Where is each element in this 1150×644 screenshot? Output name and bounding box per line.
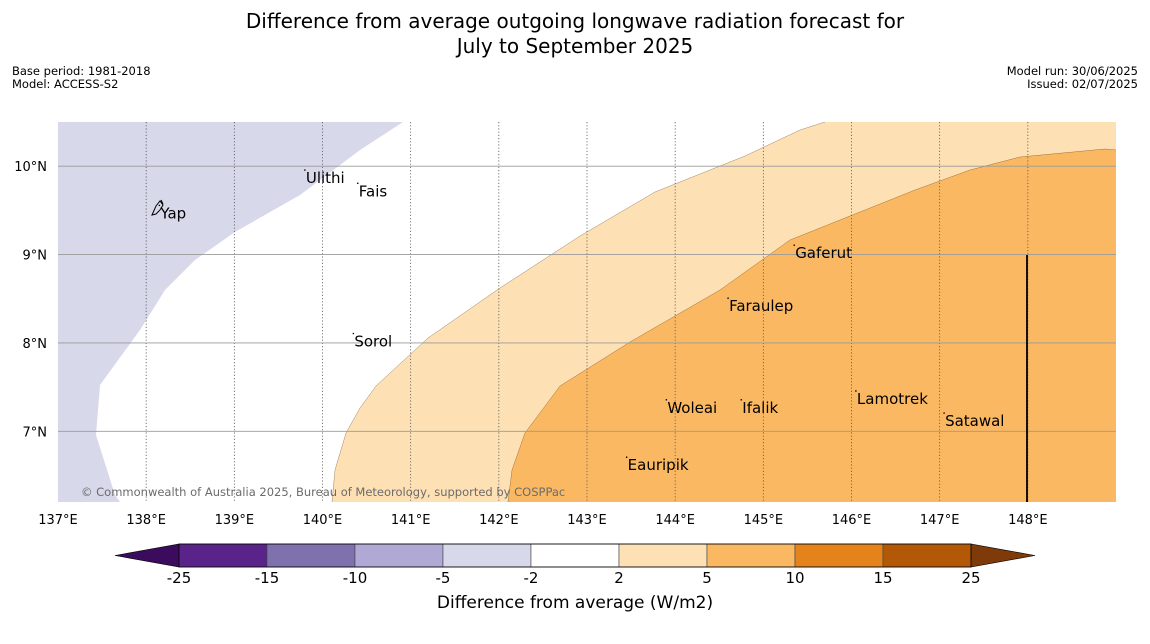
lon-tick-label: 140°E bbox=[303, 513, 343, 528]
colorbar-tick-label: 15 bbox=[873, 569, 892, 587]
place-marker bbox=[158, 204, 161, 207]
colorbar-segment bbox=[178, 543, 268, 568]
meta-right: Model run: 30/06/2025 Issued: 02/07/2025 bbox=[1007, 65, 1138, 91]
place-marker bbox=[304, 169, 306, 171]
colorbar-segment bbox=[882, 543, 972, 568]
colorbar-segment bbox=[266, 543, 356, 568]
title-line-1: Difference from average outgoing longwav… bbox=[245, 9, 905, 33]
model-run: Model run: 30/06/2025 bbox=[1006, 64, 1138, 78]
place-label-eauripik: Eauripik bbox=[628, 456, 689, 474]
yap-island bbox=[151, 199, 164, 216]
place-label-satawal: Satawal bbox=[945, 412, 1004, 430]
lon-tick-label: 142°E bbox=[479, 513, 519, 528]
tick-labels: 137°E 138°E 139°E 140°E 141°E 142°E 143°E 144°E… bbox=[14, 160, 1047, 528]
place-label-lamotrek: Lamotrek bbox=[857, 390, 928, 408]
base-period: Base period: 1981-2018 bbox=[12, 64, 151, 78]
place-marker bbox=[727, 297, 729, 299]
place-marker bbox=[665, 398, 668, 401]
place-marker bbox=[943, 412, 945, 414]
colorbar-segment bbox=[706, 543, 796, 568]
colorbar-over-triangle bbox=[970, 543, 1036, 568]
colorbar-title: Difference from average (W/m2) bbox=[436, 593, 714, 613]
place-label-ulithi: Ulithi bbox=[306, 169, 345, 187]
map-title: Difference from average outgoing longwav… bbox=[0, 9, 1150, 59]
model-name: Model: ACCESS-S2 bbox=[12, 77, 119, 91]
colorbar-tick-label: -10 bbox=[343, 569, 368, 587]
colorbar-tick-label: -15 bbox=[255, 569, 280, 587]
place-label-ifalik: Ifalik bbox=[742, 399, 778, 417]
place-label-sorol: Sorol bbox=[354, 333, 392, 351]
region-5-10 bbox=[508, 149, 1116, 502]
colorbar-segment bbox=[442, 543, 532, 568]
colorbar-segment bbox=[618, 543, 708, 568]
lat-tick-label: 9°N bbox=[23, 249, 48, 264]
lon-tick-label: 141°E bbox=[391, 513, 431, 528]
colorbar-tick-label: 10 bbox=[785, 569, 804, 587]
place-label-fais: Fais bbox=[359, 182, 388, 200]
place-marker bbox=[356, 182, 359, 185]
colorbar-segment bbox=[530, 543, 620, 568]
colorbar-tick-label: -25 bbox=[167, 569, 192, 587]
lon-tick-label: 137°E bbox=[38, 513, 78, 528]
place-marker bbox=[625, 456, 628, 459]
lon-tick-label: 139°E bbox=[215, 513, 255, 528]
colorbar-outline bbox=[178, 543, 972, 568]
contour-5 bbox=[507, 148, 1116, 502]
lat-tick-label: 8°N bbox=[23, 337, 48, 352]
lon-tick-label: 144°E bbox=[655, 513, 695, 528]
place-label-gaferut: Gaferut bbox=[795, 244, 852, 262]
lon-tick-label: 147°E bbox=[920, 513, 960, 528]
place-labels: Ulithi Fais Yap Gaferut Faraulep Sorol Lamotre… bbox=[158, 169, 1004, 474]
colorbar-tick-label: -2 bbox=[524, 569, 539, 587]
colorbar-tick-label: -5 bbox=[436, 569, 451, 587]
meta-left: Base period: 1981-2018 Model: ACCESS-S2 bbox=[12, 65, 151, 91]
colorbar-under-triangle bbox=[114, 543, 180, 568]
contour-2 bbox=[331, 122, 826, 502]
place-label-woleai: Woleai bbox=[667, 399, 717, 417]
copyright-text: © Commonwealth of Australia 2025, Bureau… bbox=[81, 485, 565, 499]
lat-tick-label: 10°N bbox=[14, 160, 47, 175]
colorbar-tick-label: 25 bbox=[961, 569, 980, 587]
colorbar: -25 -15 -10 -5 -2 2 5 10 15 25 bbox=[114, 543, 1036, 587]
place-marker bbox=[352, 332, 355, 335]
lon-tick-label: 146°E bbox=[832, 513, 872, 528]
place-marker bbox=[740, 398, 743, 401]
colorbar-segment bbox=[354, 543, 444, 568]
colorbar-segment bbox=[794, 543, 884, 568]
lon-tick-label: 148°E bbox=[1008, 513, 1048, 528]
region-minus5-minus2 bbox=[58, 122, 403, 502]
place-marker bbox=[793, 244, 795, 246]
place-label-faraulep: Faraulep bbox=[729, 297, 793, 315]
lat-tick-label: 7°N bbox=[23, 425, 48, 440]
issued-date: Issued: 02/07/2025 bbox=[1027, 77, 1138, 91]
colorbar-tick-label: 5 bbox=[702, 569, 712, 587]
lon-tick-label: 143°E bbox=[567, 513, 607, 528]
title-line-2: July to September 2025 bbox=[456, 34, 694, 58]
lon-tick-label: 145°E bbox=[744, 513, 784, 528]
place-marker bbox=[855, 390, 857, 392]
lon-tick-label: 138°E bbox=[126, 513, 166, 528]
place-label-yap: Yap bbox=[159, 204, 186, 222]
colorbar-tick-label: 2 bbox=[614, 569, 624, 587]
